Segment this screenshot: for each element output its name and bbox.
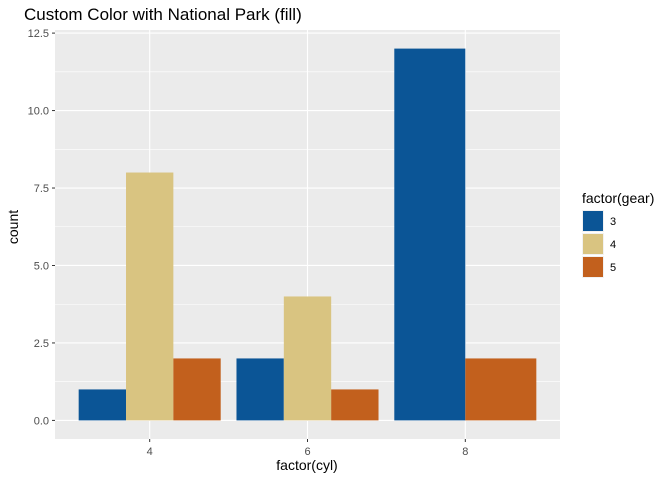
legend-label: 5: [610, 262, 616, 274]
legend-swatch: [583, 257, 603, 277]
bar: [173, 358, 221, 421]
y-tick-label: 7.5: [34, 183, 49, 195]
bar: [126, 172, 174, 421]
legend-title: factor(gear): [582, 190, 654, 206]
y-tick-label: 5.0: [34, 260, 49, 272]
legend: factor(gear) 3 4 5: [582, 190, 654, 278]
bar: [236, 358, 284, 421]
x-axis: 4 6 8: [147, 439, 468, 458]
bar: [331, 389, 379, 421]
bar: [394, 48, 466, 421]
legend-swatch: [583, 234, 603, 254]
bar: [283, 296, 332, 421]
bars: [78, 48, 537, 421]
y-axis: 0.0 2.5 5.0 7.5 10.0 12.5: [28, 28, 55, 427]
y-tick-label: 0.0: [34, 415, 49, 427]
y-tick-label: 10.0: [28, 106, 49, 118]
y-tick-label: 12.5: [28, 28, 49, 40]
bar: [465, 358, 537, 421]
x-tick-label: 4: [147, 446, 153, 458]
chart-title: Custom Color with National Park (fill): [24, 5, 302, 24]
y-axis-title: count: [5, 210, 21, 244]
y-tick-label: 2.5: [34, 338, 49, 350]
legend-swatch: [583, 211, 603, 231]
bar: [78, 389, 127, 421]
x-axis-title: factor(cyl): [276, 457, 337, 473]
legend-label: 3: [610, 216, 616, 228]
x-tick-label: 6: [304, 446, 310, 458]
legend-label: 4: [610, 239, 616, 251]
x-tick-label: 8: [462, 446, 468, 458]
